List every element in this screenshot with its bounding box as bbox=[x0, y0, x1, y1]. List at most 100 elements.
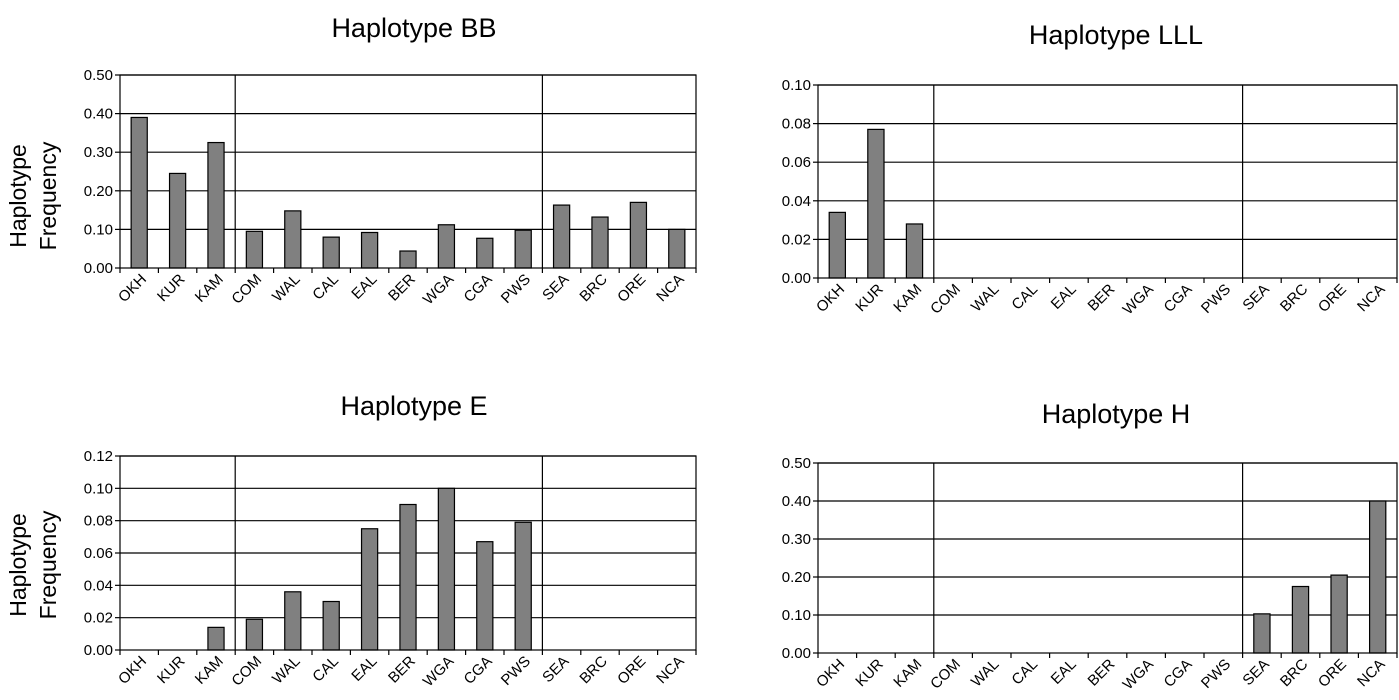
plot-frame bbox=[119, 74, 697, 269]
x-tick-label-cal: CAL bbox=[1008, 281, 1041, 314]
x-tick-label-sea: SEA bbox=[1239, 656, 1272, 689]
y-tick-label: 0.00 bbox=[84, 260, 113, 277]
x-tick-label-kur: KUR bbox=[852, 281, 887, 316]
x-tick-label-cga: CGA bbox=[461, 653, 496, 688]
x-tick-label-wga: WGA bbox=[1120, 281, 1157, 318]
x-tick-label-kam: KAM bbox=[890, 281, 925, 316]
bar-cga bbox=[476, 237, 494, 269]
x-tick-label-cal: CAL bbox=[1008, 656, 1041, 689]
x-tick-label-pws: PWS bbox=[498, 653, 534, 689]
x-tick-label-nca: NCA bbox=[653, 653, 687, 687]
bar-pws bbox=[514, 229, 532, 269]
x-tick-label-kur: KUR bbox=[154, 271, 189, 306]
x-tick-label-nca: NCA bbox=[653, 271, 687, 305]
x-tick-label-wal: WAL bbox=[968, 656, 1003, 691]
bar-nca bbox=[668, 228, 686, 269]
x-tick-label-com: COM bbox=[927, 281, 964, 318]
y-tick-label: 0.10 bbox=[84, 221, 113, 238]
bar-ore bbox=[629, 201, 648, 269]
plot-frame bbox=[817, 84, 1398, 279]
bar-brc bbox=[591, 216, 609, 269]
y-tick-label: 0.04 bbox=[84, 577, 113, 594]
x-tick-label-pws: PWS bbox=[1198, 656, 1234, 692]
y-tick-label: 0.00 bbox=[782, 645, 811, 662]
bar-com bbox=[245, 230, 264, 269]
chart-haplotype-lll: Haplotype LLL 0.00 0.02 0.04 0.06 0.08 0.10 OKH… bbox=[782, 20, 1398, 318]
chart-title: Haplotype H bbox=[1042, 399, 1191, 429]
bar-eal bbox=[360, 528, 379, 651]
bar-wga bbox=[437, 487, 456, 651]
y-tick-label: 0.40 bbox=[782, 493, 811, 510]
bar-kur bbox=[168, 172, 187, 269]
y-tick-label: 0.10 bbox=[84, 480, 113, 497]
chart-title: Haplotype E bbox=[340, 391, 487, 421]
x-tick-label-sea: SEA bbox=[539, 271, 572, 304]
x-tick-label-brc: BRC bbox=[576, 271, 611, 306]
x-tick-label-kur: KUR bbox=[154, 653, 189, 688]
x-tick-label-okh: OKH bbox=[813, 656, 848, 691]
bar-okh bbox=[130, 116, 148, 269]
bar-eal bbox=[360, 231, 379, 269]
x-tick-label-eal: EAL bbox=[1048, 281, 1080, 313]
x-tick-label-nca: NCA bbox=[1354, 656, 1388, 690]
x-tick-label-ber: BER bbox=[385, 271, 419, 305]
bar-com bbox=[245, 618, 264, 651]
x-tick-label-eal: EAL bbox=[1048, 656, 1080, 688]
x-tick-label-wga: WGA bbox=[1120, 656, 1157, 693]
y-tick-label: 0.20 bbox=[84, 183, 113, 200]
x-tick-label-brc: BRC bbox=[576, 653, 611, 688]
ylabel-bottom-line2: Frequency bbox=[35, 510, 61, 619]
y-tick-label: 0.00 bbox=[782, 270, 811, 287]
x-tick-label-ber: BER bbox=[385, 653, 419, 687]
x-tick-label-sea: SEA bbox=[1239, 281, 1272, 314]
y-tick-label: 0.04 bbox=[782, 193, 811, 210]
x-tick-label-cga: CGA bbox=[1161, 656, 1196, 691]
x-tick-label-cga: CGA bbox=[461, 271, 496, 306]
bar-pws bbox=[514, 521, 532, 651]
y-tick-label: 0.10 bbox=[782, 77, 811, 94]
x-tick-label-kam: KAM bbox=[890, 656, 925, 691]
bar-nca bbox=[1368, 500, 1387, 654]
x-tick-label-com: COM bbox=[228, 653, 265, 690]
bar-brc bbox=[1291, 585, 1310, 654]
y-tick-label: 0.08 bbox=[84, 513, 113, 530]
bar-wal bbox=[284, 210, 302, 269]
bar-okh bbox=[828, 211, 847, 279]
bar-kam bbox=[207, 626, 225, 651]
x-tick-label-sea: SEA bbox=[539, 653, 572, 686]
x-tick-label-eal: EAL bbox=[348, 653, 380, 685]
ylabel-top-line2: Frequency bbox=[35, 141, 61, 250]
y-tick-label: 0.08 bbox=[782, 116, 811, 133]
y-tick-label: 0.50 bbox=[782, 455, 811, 472]
x-tick-label-brc: BRC bbox=[1277, 281, 1312, 316]
x-tick-label-com: COM bbox=[927, 656, 964, 693]
bar-cal bbox=[322, 600, 340, 651]
chart-haplotype-h: Haplotype H 0.00 0.10 0.20 0.30 0.40 0.50 OKH KU… bbox=[782, 399, 1398, 693]
y-tick-label: 0.00 bbox=[84, 642, 113, 659]
x-tick-label-wal: WAL bbox=[968, 281, 1003, 316]
x-tick-label-ore: ORE bbox=[614, 271, 649, 306]
y-tick-label: 0.06 bbox=[84, 545, 113, 562]
x-tick-label-okh: OKH bbox=[115, 271, 150, 306]
x-tick-label-ber: BER bbox=[1084, 656, 1118, 690]
y-tick-label: 0.30 bbox=[84, 144, 113, 161]
x-tick-label-nca: NCA bbox=[1354, 281, 1388, 315]
bar-sea bbox=[552, 204, 571, 269]
plot-frame bbox=[817, 462, 1398, 654]
x-tick-label-kam: KAM bbox=[192, 271, 227, 306]
x-tick-label-wal: WAL bbox=[269, 653, 304, 688]
x-tick-label-wga: WGA bbox=[420, 653, 457, 690]
y-tick-label: 0.30 bbox=[782, 531, 811, 548]
chart-title: Haplotype BB bbox=[331, 13, 496, 43]
bar-cga bbox=[476, 541, 494, 651]
x-tick-label-okh: OKH bbox=[813, 281, 848, 316]
x-tick-label-cal: CAL bbox=[309, 653, 342, 686]
x-tick-label-ber: BER bbox=[1084, 281, 1118, 315]
y-tick-label: 0.20 bbox=[782, 569, 811, 586]
bar-kur bbox=[867, 128, 885, 279]
chart-haplotype-e: Haplotype E 0.00 0.02 0.04 0.06 0.08 0.10 0.12 O… bbox=[84, 391, 697, 690]
x-tick-label-pws: PWS bbox=[498, 271, 534, 307]
x-tick-label-okh: OKH bbox=[115, 653, 150, 688]
